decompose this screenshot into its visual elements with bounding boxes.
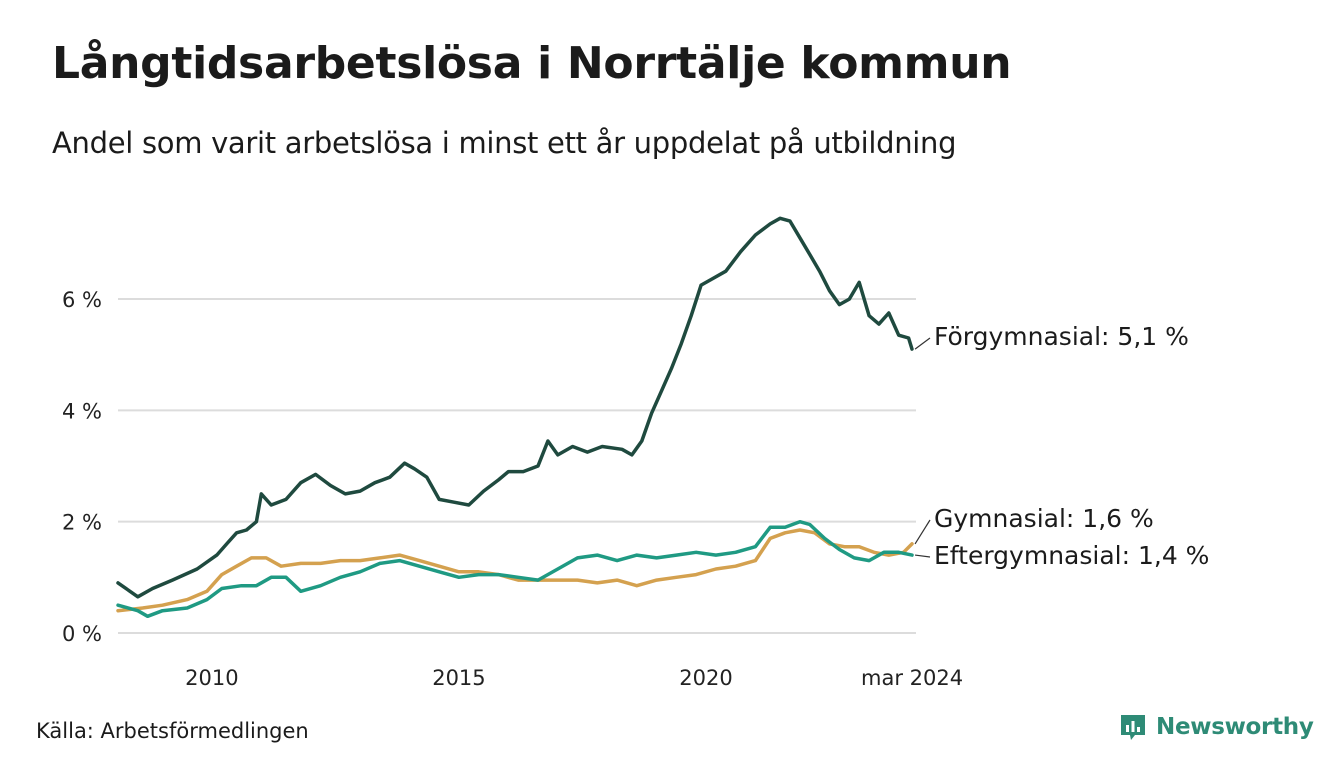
x-axis-ticks: 2010 2015 2020 mar 2024 xyxy=(185,666,963,690)
series-line-forgymnasial xyxy=(116,216,914,599)
y-axis-ticks: 0 % 2 % 4 % 6 % xyxy=(62,288,102,646)
y-tick-label: 2 % xyxy=(62,511,102,535)
chart-subtitle: Andel som varit arbetslösa i minst ett å… xyxy=(52,126,957,160)
y-tick-label: 0 % xyxy=(62,622,102,646)
chart-title: Långtidsarbetslösa i Norrtälje kommun xyxy=(52,38,1012,89)
brand-logo[interactable]: Newsworthy xyxy=(1118,712,1314,742)
series-line-gymnasial xyxy=(116,528,914,613)
brand-name: Newsworthy xyxy=(1156,714,1314,740)
label-leader-eftergymnasial xyxy=(914,554,931,558)
series-lines xyxy=(116,216,914,619)
x-tick-label: 2015 xyxy=(432,666,485,690)
x-tick-label: 2010 xyxy=(185,666,238,690)
gridlines xyxy=(118,298,916,634)
label-leader-gymnasial xyxy=(914,519,931,545)
y-tick-label: 6 % xyxy=(62,288,102,312)
source-note: Källa: Arbetsförmedlingen xyxy=(36,719,309,743)
x-tick-label: mar 2024 xyxy=(861,666,963,690)
series-label-forgymnasial: Förgymnasial: 5,1 % xyxy=(934,322,1189,351)
series-labels: Förgymnasial: 5,1 % Gymnasial: 1,6 % Efter… xyxy=(914,322,1209,570)
series-line-eftergymnasial xyxy=(116,519,914,619)
y-tick-label: 4 % xyxy=(62,399,102,423)
newsworthy-icon xyxy=(1121,715,1145,740)
series-label-eftergymnasial: Eftergymnasial: 1,4 % xyxy=(934,541,1209,570)
label-leader-forgymnasial xyxy=(914,337,931,350)
x-tick-label: 2020 xyxy=(679,666,732,690)
series-label-gymnasial: Gymnasial: 1,6 % xyxy=(934,504,1154,533)
